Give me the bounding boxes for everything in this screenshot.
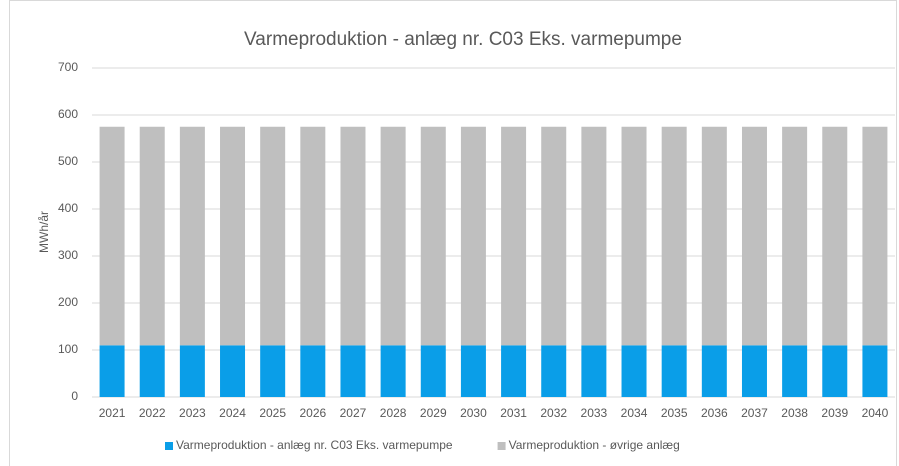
bar-segment: [220, 126, 246, 346]
y-tick-label: 600: [58, 107, 78, 121]
bar-segment: [460, 126, 486, 346]
legend-label: Varmeproduktion - øvrige anlæg: [509, 438, 680, 452]
bar-segment: [541, 345, 567, 397]
bar-segment: [541, 126, 567, 346]
bar-segment: [139, 345, 165, 397]
legend-swatch: [497, 442, 506, 450]
x-tick-label: 2033: [581, 406, 608, 420]
bar-segment: [340, 345, 366, 397]
bar-segment: [179, 126, 205, 346]
bar-segment: [822, 345, 848, 397]
x-tick-label: 2024: [219, 406, 246, 420]
bar-segment: [260, 126, 286, 346]
y-tick-label: 400: [58, 201, 78, 215]
bar-segment: [300, 126, 326, 346]
y-tick-label: 0: [71, 389, 78, 403]
x-tick-label: 2032: [540, 406, 567, 420]
bar-segment: [220, 345, 246, 397]
y-tick-label: 500: [58, 154, 78, 168]
x-tick-label: 2038: [781, 406, 808, 420]
bar-segment: [501, 345, 527, 397]
bar-segment: [380, 345, 406, 397]
x-tick-label: 2029: [420, 406, 447, 420]
bar-segment: [380, 126, 406, 346]
x-tick-label: 2035: [661, 406, 688, 420]
x-tick-label: 2028: [380, 406, 407, 420]
bar-segment: [782, 345, 808, 397]
bar-segment: [501, 126, 527, 346]
bar-segment: [581, 345, 607, 397]
y-tick-label: 700: [58, 60, 78, 74]
bar-segment: [701, 345, 727, 397]
bar-segment: [340, 126, 366, 346]
bar-segment: [460, 345, 486, 397]
bar-segment: [581, 126, 607, 346]
bar-segment: [260, 345, 286, 397]
bar-segment: [782, 126, 808, 346]
x-tick-label: 2021: [99, 406, 126, 420]
bar-segment: [139, 126, 165, 346]
bar-segment: [661, 345, 687, 397]
bar-segment: [862, 126, 888, 346]
y-tick-label: 300: [58, 248, 78, 262]
x-tick-label: 2040: [862, 406, 889, 420]
bar-segment: [621, 126, 647, 346]
x-tick-label: 2027: [340, 406, 367, 420]
x-tick-label: 2036: [701, 406, 728, 420]
chart-title: Varmeproduktion - anlæg nr. C03 Eks. var…: [244, 29, 682, 50]
legend-swatch: [165, 442, 173, 450]
x-tick-label: 2031: [500, 406, 527, 420]
bar-segment: [661, 126, 687, 346]
bar-segment: [300, 345, 326, 397]
bar-segment: [99, 345, 125, 397]
x-tick-label: 2037: [741, 406, 768, 420]
x-tick-label: 2030: [460, 406, 487, 420]
bar-segment: [741, 126, 767, 346]
y-axis-label: MWh/år: [37, 211, 51, 253]
bar-segment: [420, 345, 446, 397]
x-tick-label: 2039: [821, 406, 848, 420]
bar-segment: [179, 345, 205, 397]
bar-segment: [99, 126, 125, 346]
legend-label: Varmeproduktion - anlæg nr. C03 Eks. var…: [176, 438, 453, 452]
x-tick-label: 2022: [139, 406, 166, 420]
x-tick-label: 2034: [621, 406, 648, 420]
bar-segment: [420, 126, 446, 346]
y-tick-label: 100: [58, 342, 78, 356]
bar-segment: [621, 345, 647, 397]
x-tick-label: 2023: [179, 406, 206, 420]
bar-segment: [822, 126, 848, 346]
bar-segment: [862, 345, 888, 397]
x-tick-label: 2025: [259, 406, 286, 420]
bar-segment: [741, 345, 767, 397]
bar-segment: [701, 126, 727, 346]
x-tick-label: 2026: [299, 406, 326, 420]
y-tick-label: 200: [58, 295, 78, 309]
